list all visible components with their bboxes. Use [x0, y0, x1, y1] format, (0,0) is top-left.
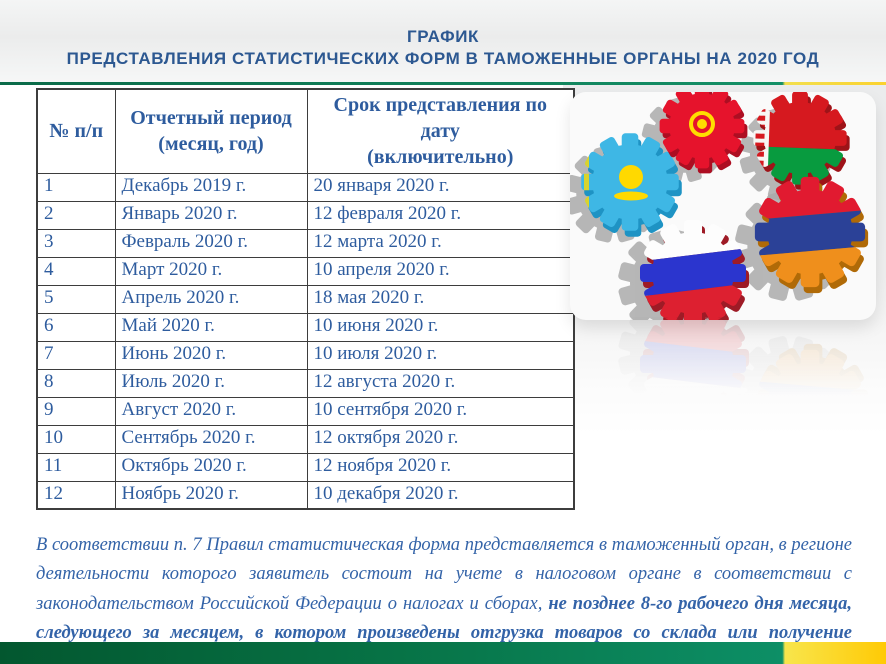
row-number: 8 [36, 368, 116, 398]
row-deadline: 18 мая 2020 г. [306, 284, 575, 314]
row-period: Апрель 2020 г. [114, 284, 308, 314]
row-number: 10 [36, 424, 116, 454]
row-deadline: 10 апреля 2020 г. [306, 256, 575, 286]
row-deadline: 10 июля 2020 г. [306, 340, 575, 370]
row-number: 2 [36, 200, 116, 230]
row-period: Декабрь 2019 г. [114, 172, 308, 202]
column-header-number: № п/п [36, 88, 116, 174]
table-row: 3 Февраль 2020 г. 12 марта 2020 г. [36, 228, 575, 258]
footer-color-bar [0, 642, 886, 664]
table-row: 7 Июнь 2020 г. 10 июля 2020 г. [36, 340, 575, 370]
row-period: Октябрь 2020 г. [114, 452, 308, 482]
row-period: Март 2020 г. [114, 256, 308, 286]
eaeu-flags-image [570, 92, 876, 320]
row-deadline: 12 августа 2020 г. [306, 368, 575, 398]
row-period: Январь 2020 г. [114, 200, 308, 230]
page-title-line2: ПРЕДСТАВЛЕНИЯ СТАТИСТИЧЕСКИХ ФОРМ В ТАМО… [66, 49, 820, 68]
row-number: 9 [36, 396, 116, 426]
table-row: 1 Декабрь 2019 г. 20 января 2020 г. [36, 172, 575, 202]
row-period: Май 2020 г. [114, 312, 308, 342]
row-deadline: 10 июня 2020 г. [306, 312, 575, 342]
row-period: Август 2020 г. [114, 396, 308, 426]
page-title-line1: ГРАФИК [406, 27, 480, 46]
row-period: Февраль 2020 г. [114, 228, 308, 258]
table-row: 11 Октябрь 2020 г. 12 ноября 2020 г. [36, 452, 575, 482]
row-period: Июнь 2020 г. [114, 340, 308, 370]
row-number: 3 [36, 228, 116, 258]
row-number: 5 [36, 284, 116, 314]
row-number: 1 [36, 172, 116, 202]
row-deadline: 12 марта 2020 г. [306, 228, 575, 258]
table-row: 8 Июль 2020 г. 12 августа 2020 г. [36, 368, 575, 398]
row-period: Ноябрь 2020 г. [114, 480, 308, 510]
table-row: 2 Январь 2020 г. 12 февраля 2020 г. [36, 200, 575, 230]
eaeu-gears-graphic [570, 92, 875, 320]
footnote-regular-text: В соответствии п. 7 Правил статистическа… [36, 534, 852, 614]
gear-flag-armenia-icon [747, 170, 875, 296]
row-deadline: 12 ноября 2020 г. [306, 452, 575, 482]
table-row: 10 Сентябрь 2020 г. 12 октября 2020 г. [36, 424, 575, 454]
column-header-period: Отчетный период (месяц, год) [114, 88, 308, 174]
row-number: 4 [36, 256, 116, 286]
row-number: 7 [36, 340, 116, 370]
row-period: Июль 2020 г. [114, 368, 308, 398]
header-divider-line [0, 82, 886, 85]
row-number: 11 [36, 452, 116, 482]
row-deadline: 10 декабря 2020 г. [306, 480, 575, 510]
row-deadline: 20 января 2020 г. [306, 172, 575, 202]
table-row: 4 Март 2020 г. 10 апреля 2020 г. [36, 256, 575, 286]
column-header-deadline: Срок представления по дату (включительно… [306, 88, 575, 174]
gear-flag-russia-icon [626, 209, 764, 320]
row-number: 6 [36, 312, 116, 342]
page-title: ГРАФИК ПРЕДСТАВЛЕНИЯ СТАТИСТИЧЕСКИХ ФОРМ… [0, 26, 886, 70]
row-deadline: 10 сентября 2020 г. [306, 396, 575, 426]
gear-flag-kyrgyzstan-icon [656, 92, 750, 174]
row-number: 12 [36, 480, 116, 510]
row-period: Сентябрь 2020 г. [114, 424, 308, 454]
table-row: 5 Апрель 2020 г. 18 мая 2020 г. [36, 284, 575, 314]
row-deadline: 12 февраля 2020 г. [306, 200, 575, 230]
schedule-table: № п/п Отчетный период (месяц, год) Срок … [36, 88, 575, 510]
table-row: 9 Август 2020 г. 10 сентября 2020 г. [36, 396, 575, 426]
table-row: 12 Ноябрь 2020 г. 10 декабря 2020 г. [36, 480, 575, 510]
table-header-row: № п/п Отчетный период (месяц, год) Срок … [36, 88, 575, 174]
row-deadline: 12 октября 2020 г. [306, 424, 575, 454]
header-band [0, 0, 886, 82]
table-row: 6 Май 2020 г. 10 июня 2020 г. [36, 312, 575, 342]
